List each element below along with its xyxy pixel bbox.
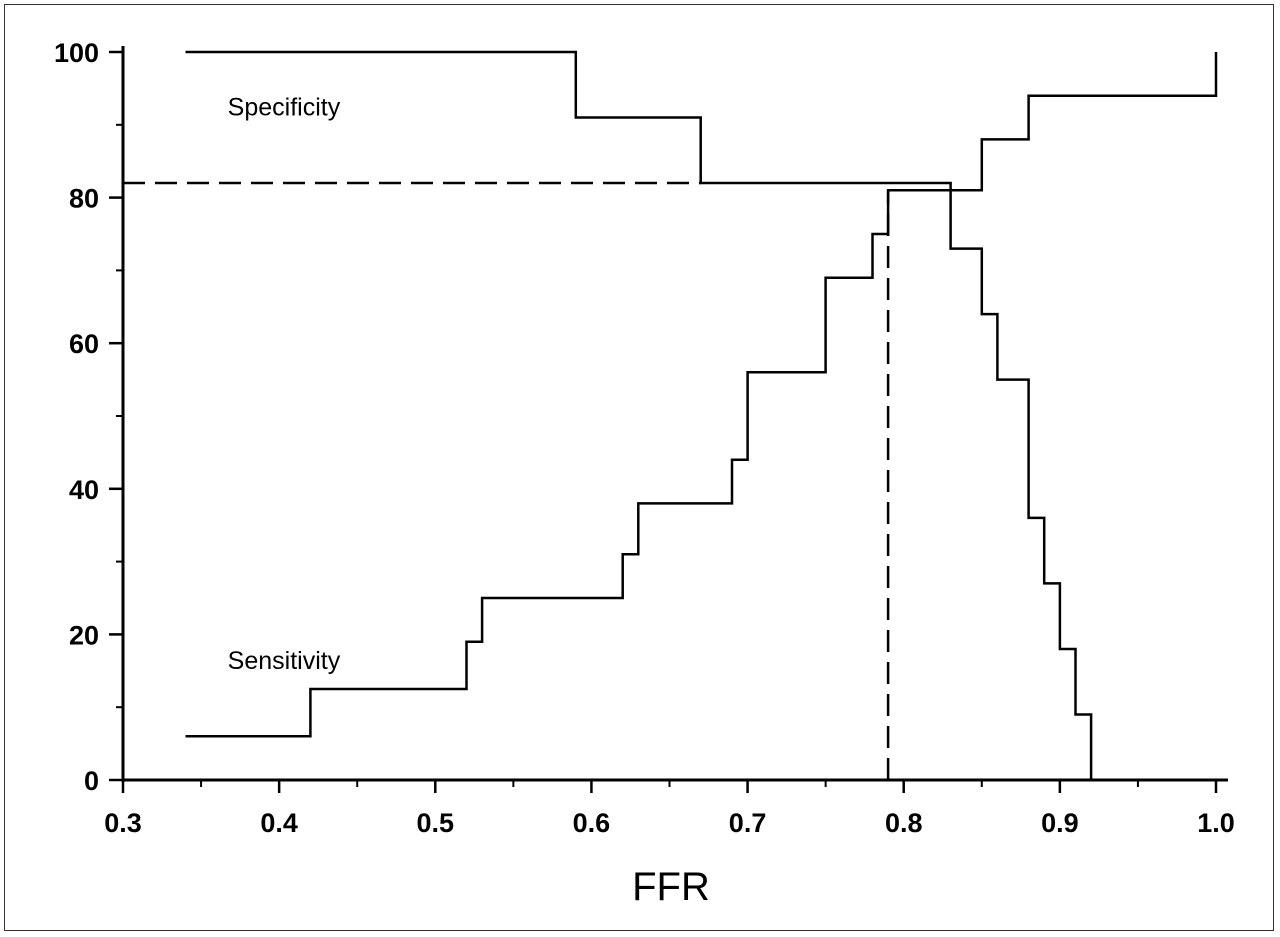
annotations: Specificity Sensitivity bbox=[228, 94, 341, 675]
x-axis-title: FFR bbox=[632, 865, 710, 909]
x-tick-label: 0.9 bbox=[1041, 808, 1079, 838]
x-tick-label: 0.6 bbox=[573, 808, 611, 838]
y-tick-label: 100 bbox=[54, 38, 99, 68]
specificity-line bbox=[185, 50, 1093, 780]
sensitivity-annotation: Sensitivity bbox=[228, 647, 341, 675]
x-tick-label: 0.8 bbox=[885, 808, 923, 838]
chart-frame bbox=[4, 4, 1274, 931]
specificity-annotation: Specificity bbox=[228, 94, 341, 122]
y-tick-label: 0 bbox=[84, 766, 99, 796]
axes: 0.3 0.4 0.5 0.6 0.7 0.8 0.9 1.0 0 20 40 60 80 100 bbox=[54, 38, 1235, 838]
x-tick-label: 1.0 bbox=[1197, 808, 1235, 838]
x-tick-label: 0.3 bbox=[104, 808, 142, 838]
y-tick-label: 20 bbox=[69, 620, 99, 650]
x-tick-label: 0.7 bbox=[729, 808, 767, 838]
x-tick-label: 0.4 bbox=[260, 808, 298, 838]
y-tick-label: 80 bbox=[69, 184, 99, 214]
y-tick-label: 60 bbox=[69, 329, 99, 359]
y-tick-label: 40 bbox=[69, 475, 99, 505]
x-tick-label: 0.5 bbox=[417, 808, 455, 838]
plot-lines bbox=[123, 50, 1218, 780]
sensitivity-line bbox=[185, 52, 1218, 738]
